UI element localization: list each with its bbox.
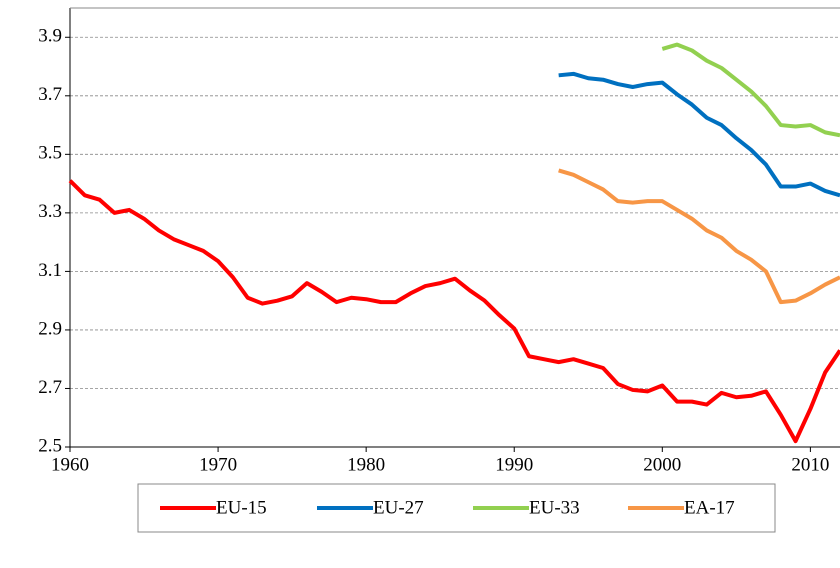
y-tick-label: 2.9 bbox=[38, 318, 62, 339]
y-tick-label: 2.7 bbox=[38, 377, 62, 398]
legend-label: EA-17 bbox=[684, 497, 735, 518]
y-tick-label: 3.5 bbox=[38, 143, 62, 164]
y-tick-label: 3.9 bbox=[38, 26, 62, 47]
legend-label: EU-15 bbox=[216, 497, 267, 518]
x-tick-label: 2000 bbox=[643, 454, 681, 475]
y-tick-label: 3.3 bbox=[38, 201, 62, 222]
x-tick-label: 1980 bbox=[347, 454, 385, 475]
line-series bbox=[68, 179, 840, 444]
line-series bbox=[558, 168, 840, 305]
x-tick-label: 2010 bbox=[791, 454, 829, 475]
line-series bbox=[661, 42, 840, 138]
legend-label: EU-27 bbox=[373, 497, 424, 518]
y-tick-label: 2.5 bbox=[38, 435, 62, 456]
x-tick-label: 1990 bbox=[495, 454, 533, 475]
y-tick-label: 3.1 bbox=[38, 260, 62, 281]
legend-label: EU-33 bbox=[529, 497, 580, 518]
y-tick-label: 3.7 bbox=[38, 84, 62, 105]
x-tick-label: 1970 bbox=[199, 454, 237, 475]
line-series bbox=[558, 71, 840, 198]
x-tick-label: 1960 bbox=[51, 454, 89, 475]
